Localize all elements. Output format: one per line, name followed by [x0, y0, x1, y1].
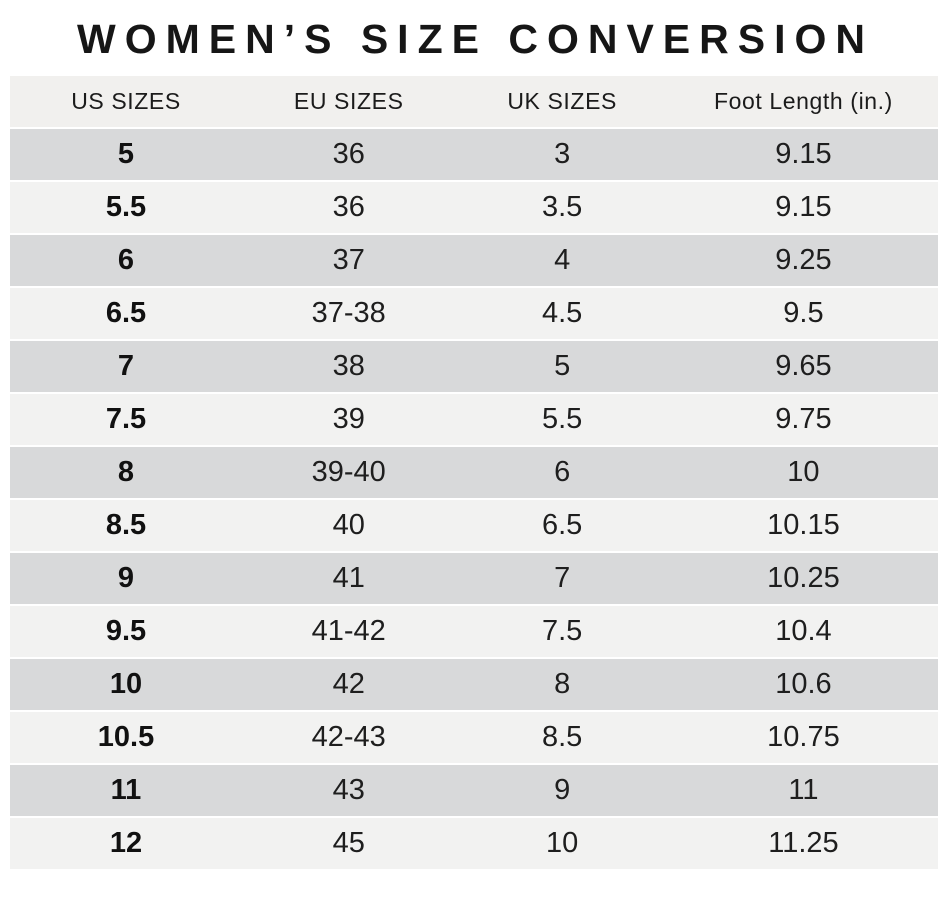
- table-cell: 8: [10, 447, 242, 498]
- table-cell: 11: [668, 765, 938, 816]
- table-cell: 10.4: [668, 606, 938, 657]
- size-conversion-table: US SIZES EU SIZES UK SIZES Foot Length (in.…: [10, 74, 938, 871]
- table-row: 7 38 5 9.65: [10, 341, 938, 392]
- table-cell: 10.6: [668, 659, 938, 710]
- table-cell: 8.5: [455, 712, 669, 763]
- table-cell: 5.5: [10, 182, 242, 233]
- table-row: 5 36 3 9.15: [10, 129, 938, 180]
- table-cell: 9.5: [668, 288, 938, 339]
- table-cell: 12: [10, 818, 242, 869]
- table-cell: 6.5: [455, 500, 669, 551]
- table-header-row: US SIZES EU SIZES UK SIZES Foot Length (in.…: [10, 76, 938, 127]
- table-row: 8 39-40 6 10: [10, 447, 938, 498]
- column-header-1: EU SIZES: [242, 76, 456, 127]
- table-cell: 11: [10, 765, 242, 816]
- column-header-3: Foot Length (in.): [668, 76, 938, 127]
- page-title: WOMEN’S SIZE CONVERSION: [77, 16, 874, 62]
- table-cell: 36: [242, 182, 456, 233]
- table-cell: 10: [10, 659, 242, 710]
- table-cell: 42-43: [242, 712, 456, 763]
- table-cell: 41-42: [242, 606, 456, 657]
- table-row: 5.5 36 3.5 9.15: [10, 182, 938, 233]
- table-cell: 10.75: [668, 712, 938, 763]
- table-row: 8.5 40 6.5 10.15: [10, 500, 938, 551]
- table-body: 5 36 3 9.15 5.5 36 3.5 9.15 6 37 4 9.25 6.5 37-38 4.5 9…: [10, 129, 938, 869]
- table-cell: 8.5: [10, 500, 242, 551]
- table-cell: 11.25: [668, 818, 938, 869]
- table-cell: 10.15: [668, 500, 938, 551]
- table-cell: 7: [455, 553, 669, 604]
- table-cell: 9.15: [668, 182, 938, 233]
- table-cell: 43: [242, 765, 456, 816]
- table-cell: 9.75: [668, 394, 938, 445]
- table-cell: 9: [455, 765, 669, 816]
- table-row: 9 41 7 10.25: [10, 553, 938, 604]
- table-cell: 39-40: [242, 447, 456, 498]
- table-cell: 4.5: [455, 288, 669, 339]
- table-row: 6.5 37-38 4.5 9.5: [10, 288, 938, 339]
- table-row: 10 42 8 10.6: [10, 659, 938, 710]
- table-cell: 37-38: [242, 288, 456, 339]
- table-cell: 10.5: [10, 712, 242, 763]
- table-cell: 10: [455, 818, 669, 869]
- table-cell: 38: [242, 341, 456, 392]
- table-row: 9.5 41-42 7.5 10.4: [10, 606, 938, 657]
- table-cell: 3: [455, 129, 669, 180]
- column-header-2: UK SIZES: [455, 76, 669, 127]
- column-header-0: US SIZES: [10, 76, 242, 127]
- table-row: 12 45 10 11.25: [10, 818, 938, 869]
- table-cell: 36: [242, 129, 456, 180]
- table-row: 11 43 9 11: [10, 765, 938, 816]
- table-cell: 39: [242, 394, 456, 445]
- table-cell: 40: [242, 500, 456, 551]
- table-cell: 6.5: [10, 288, 242, 339]
- table-cell: 9.25: [668, 235, 938, 286]
- table-cell: 9: [10, 553, 242, 604]
- table-cell: 10: [668, 447, 938, 498]
- table-row: 6 37 4 9.25: [10, 235, 938, 286]
- table-cell: 7.5: [10, 394, 242, 445]
- table-cell: 4: [455, 235, 669, 286]
- table-cell: 9.65: [668, 341, 938, 392]
- table-cell: 9.15: [668, 129, 938, 180]
- table-cell: 9.5: [10, 606, 242, 657]
- table-cell: 10.25: [668, 553, 938, 604]
- table-cell: 37: [242, 235, 456, 286]
- table-cell: 8: [455, 659, 669, 710]
- table-cell: 45: [242, 818, 456, 869]
- table-cell: 6: [10, 235, 242, 286]
- table-cell: 6: [455, 447, 669, 498]
- table-row: 7.5 39 5.5 9.75: [10, 394, 938, 445]
- table-cell: 3.5: [455, 182, 669, 233]
- table-cell: 7.5: [455, 606, 669, 657]
- table-row: 10.5 42-43 8.5 10.75: [10, 712, 938, 763]
- table-cell: 5.5: [455, 394, 669, 445]
- table-cell: 41: [242, 553, 456, 604]
- table-cell: 7: [10, 341, 242, 392]
- table-cell: 42: [242, 659, 456, 710]
- table-cell: 5: [10, 129, 242, 180]
- table-cell: 5: [455, 341, 669, 392]
